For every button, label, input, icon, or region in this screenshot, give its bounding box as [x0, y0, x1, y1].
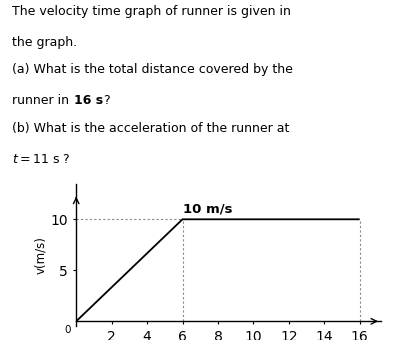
Text: 0: 0 — [64, 325, 71, 335]
Text: 10 m/s: 10 m/s — [182, 203, 232, 216]
Text: 16 s: 16 s — [74, 94, 103, 106]
Text: (b) What is the acceleration of the runner at: (b) What is the acceleration of the runn… — [12, 122, 290, 135]
Y-axis label: v(m/s): v(m/s) — [34, 236, 47, 274]
Text: the graph.: the graph. — [12, 36, 77, 49]
Text: runner in: runner in — [12, 94, 73, 106]
Text: ?: ? — [100, 94, 111, 106]
Text: The velocity time graph of runner is given in: The velocity time graph of runner is giv… — [12, 5, 291, 18]
Text: $t = 11$ s ?: $t = 11$ s ? — [12, 153, 71, 166]
Text: (a) What is the total distance covered by the: (a) What is the total distance covered b… — [12, 63, 293, 76]
